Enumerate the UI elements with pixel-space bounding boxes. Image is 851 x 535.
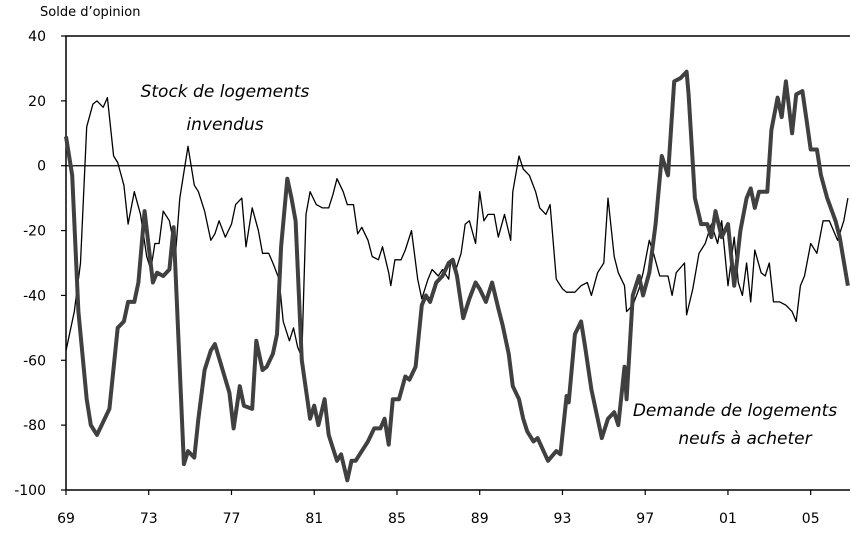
x-tick-label: 89 <box>471 511 489 527</box>
y-tick-label: -100 <box>14 483 46 499</box>
series-annotation: invendus <box>186 115 263 135</box>
x-tick-label: 81 <box>305 511 323 527</box>
x-tick-label: 85 <box>388 511 406 527</box>
y-tick-label: 20 <box>28 94 46 110</box>
series-annotation: Demande de logements <box>633 401 837 421</box>
x-tick-label: 05 <box>802 511 820 527</box>
series-annotation: neufs à acheter <box>678 429 812 449</box>
y-tick-label: -80 <box>23 418 46 434</box>
series-annotation: Stock de logements <box>141 82 310 102</box>
y-tick-label: 40 <box>28 29 46 45</box>
x-tick-label: 77 <box>223 511 241 527</box>
x-tick-label: 97 <box>636 511 654 527</box>
series-line <box>65 96 849 358</box>
x-tick-label: 73 <box>140 511 158 527</box>
x-tick-label: 01 <box>719 511 737 527</box>
y-tick-label: -60 <box>23 353 46 369</box>
x-tick-label: 69 <box>57 511 75 527</box>
y-axis-label: Solde d’opinion <box>40 5 140 20</box>
y-tick-label: -20 <box>23 224 46 240</box>
x-tick-label: 93 <box>554 511 572 527</box>
y-tick-label: -40 <box>23 288 46 304</box>
series-line <box>64 69 850 483</box>
y-tick-label: 0 <box>37 159 46 175</box>
